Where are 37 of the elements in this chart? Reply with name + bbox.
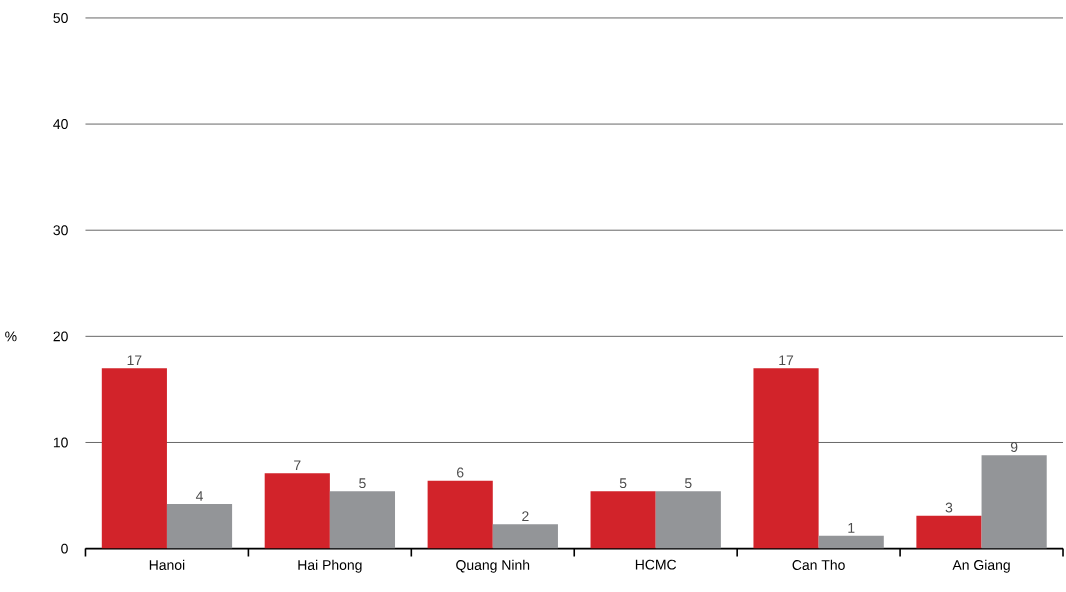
- bar: [655, 491, 721, 549]
- bar: [590, 491, 656, 549]
- x-tick-label: Quang Ninh: [456, 559, 530, 573]
- x-tick-label: Hanoi: [149, 559, 185, 571]
- data-label: 5: [359, 478, 366, 489]
- bar: [166, 504, 233, 549]
- data-label: 6: [457, 467, 464, 478]
- data-label: 2: [522, 511, 529, 522]
- data-label: 5: [684, 478, 692, 489]
- y-axis-title: %: [5, 331, 17, 342]
- y-tick-label: 0: [61, 543, 68, 554]
- bar: [492, 524, 558, 549]
- bar: [753, 368, 819, 549]
- y-tick-label: 30: [53, 225, 68, 236]
- y-tick-label: 20: [53, 331, 68, 342]
- x-tick-label: Hai Phong: [298, 559, 362, 573]
- bar: [101, 368, 167, 549]
- data-label: 1: [848, 523, 855, 533]
- data-label: 17: [127, 355, 142, 366]
- bar: [329, 491, 396, 549]
- data-label: 17: [779, 355, 794, 366]
- data-label: 4: [195, 491, 203, 502]
- data-label: 7: [294, 460, 301, 471]
- bar: [916, 515, 982, 549]
- bar: [818, 536, 884, 549]
- x-tick-label: An Giang: [952, 559, 1010, 573]
- x-tick-label: HCMC: [635, 559, 677, 570]
- x-tick-label: Can Tho: [792, 559, 845, 571]
- y-tick-label: 50: [53, 13, 68, 24]
- bar: [427, 480, 493, 549]
- bar: [981, 455, 1047, 549]
- bar: [264, 473, 330, 549]
- y-tick-label: 10: [53, 437, 68, 448]
- data-label: 5: [619, 478, 627, 489]
- y-tick-label: 40: [53, 119, 68, 130]
- data-label: 9: [1010, 442, 1018, 453]
- data-label: 3: [945, 502, 953, 513]
